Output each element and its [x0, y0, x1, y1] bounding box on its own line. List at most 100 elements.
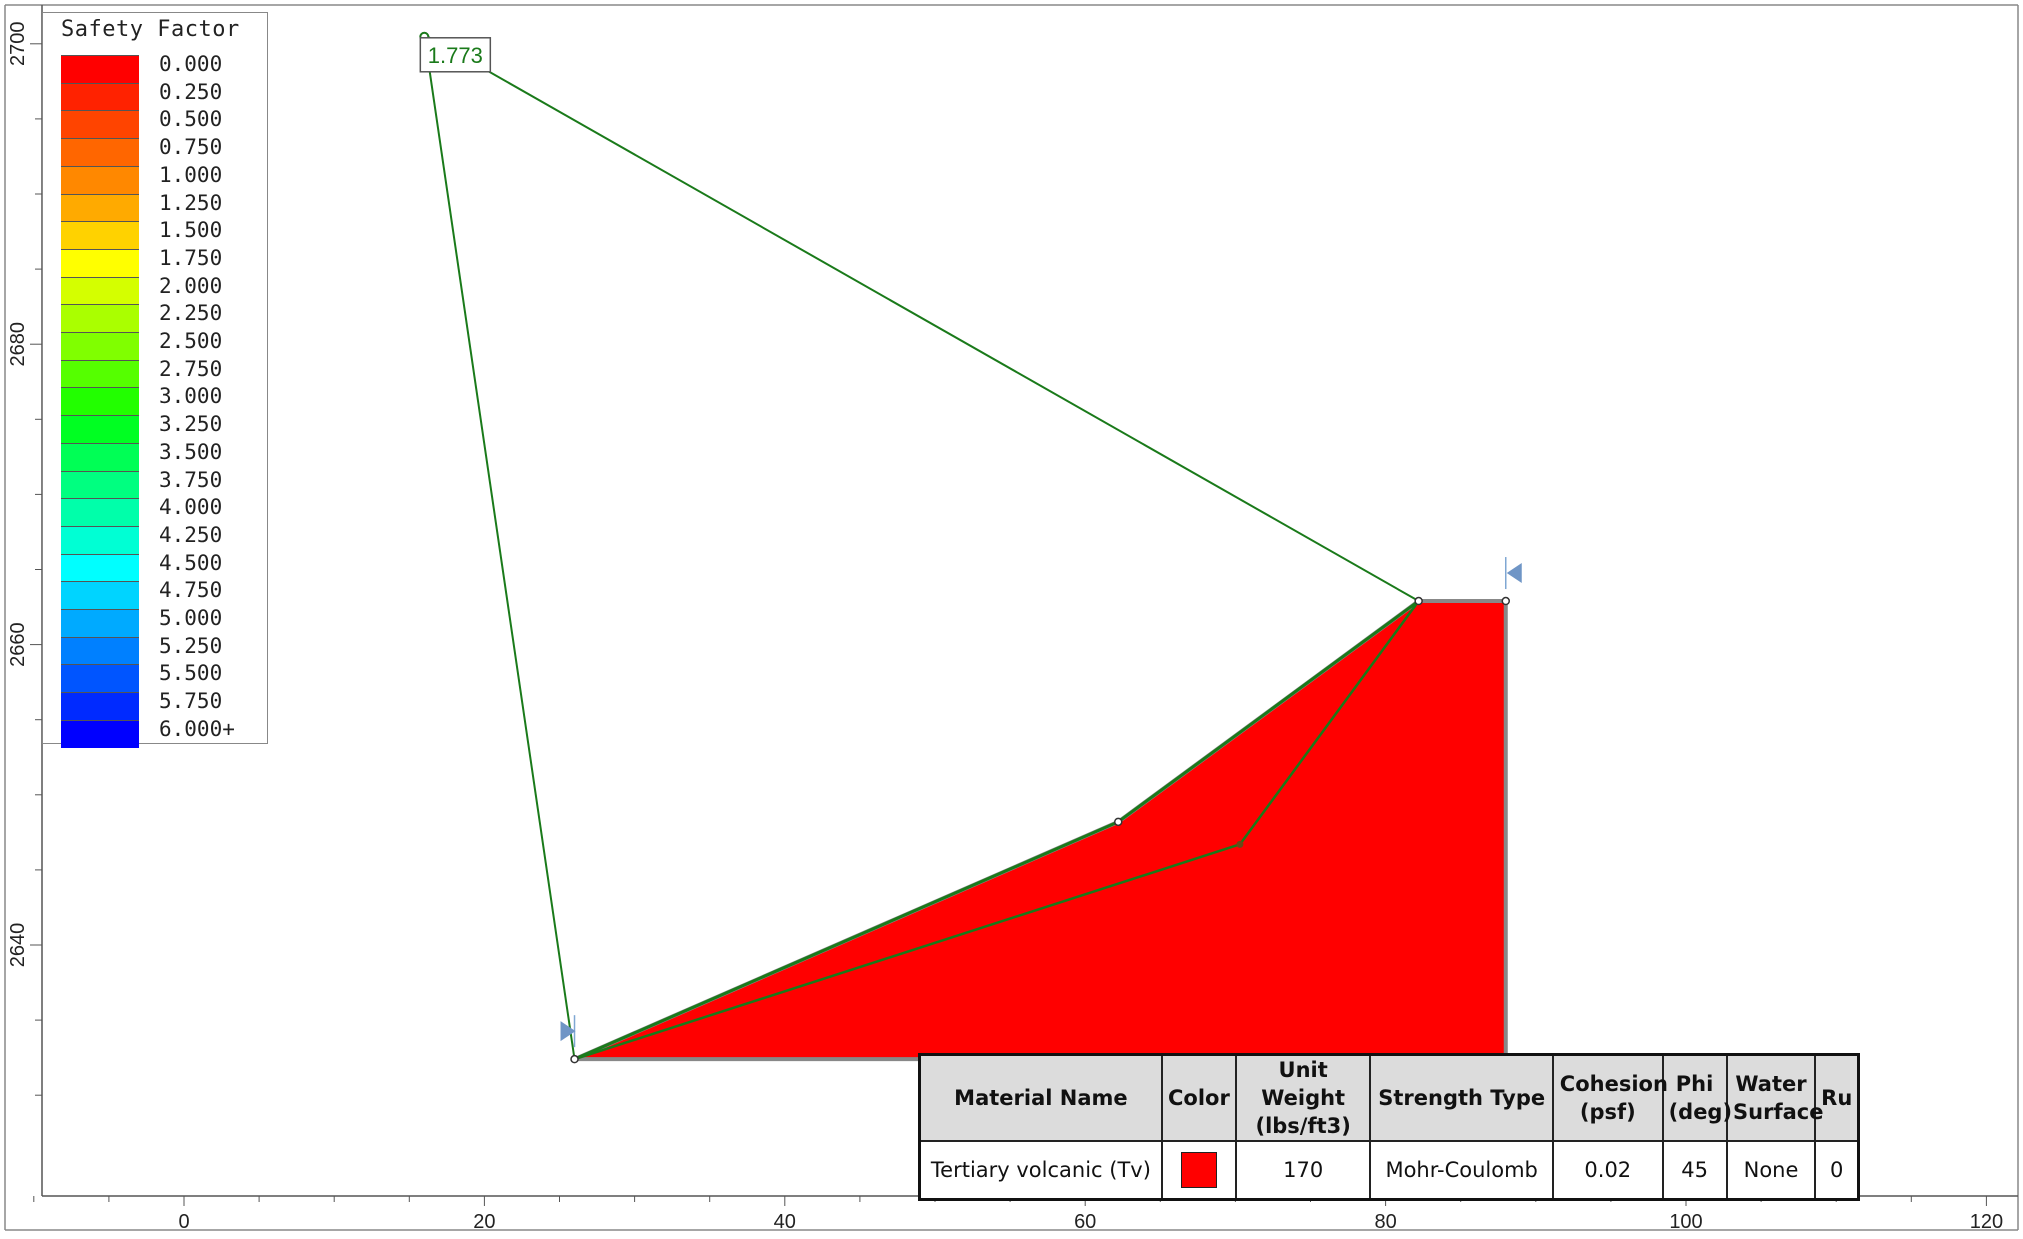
x-tick-label: 100: [1669, 1211, 1702, 1233]
legend-swatch: [61, 138, 139, 167]
legend-swatch: [61, 359, 139, 388]
legend-label: 3.250: [159, 412, 223, 437]
cell-strength-type: Mohr-Coulomb: [1369, 1140, 1555, 1201]
legend-swatch: [61, 609, 139, 637]
y-tick-label: 2680: [7, 322, 29, 367]
legend-swatch: [61, 525, 139, 554]
cell-ru: 0: [1814, 1140, 1860, 1201]
legend-label: 1.250: [159, 190, 223, 215]
cell-material-name: Tertiary volcanic (Tv): [918, 1140, 1163, 1201]
legend-swatch: [61, 442, 139, 471]
legend-swatch: [61, 692, 139, 721]
legend-label: 5.750: [159, 689, 223, 714]
header-cohesion-text: Cohesion (psf): [1559, 1072, 1668, 1124]
header-ru: Ru: [1814, 1053, 1860, 1142]
x-tick-label: 80: [1374, 1211, 1396, 1233]
legend-label: 0.000: [159, 52, 223, 76]
material-properties-table: Material Name Color Unit Weight (lbs/ft3…: [918, 1053, 1860, 1201]
legend-label: 1.500: [159, 218, 223, 243]
x-tick-label: 120: [1970, 1211, 2003, 1233]
legend-swatch: [61, 470, 139, 499]
boundary-vertex: [1414, 596, 1423, 606]
cell-cohesion: 0.02: [1552, 1140, 1664, 1201]
y-tick-label: 2700: [7, 22, 29, 67]
legend-swatch: [61, 664, 139, 693]
legend-label: 0.500: [159, 107, 223, 132]
legend-label: 3.500: [159, 439, 223, 464]
legend-swatch: [61, 581, 139, 610]
header-material-name: Material Name: [918, 1053, 1163, 1142]
legend-label: 5.000: [159, 606, 223, 630]
table-row: Tertiary volcanic (Tv) 170 Mohr-Coulomb …: [918, 1140, 1860, 1201]
legend-swatch: [61, 248, 139, 277]
legend-label: 5.250: [159, 633, 223, 658]
legend-label: 4.250: [159, 522, 223, 547]
cell-color: [1160, 1140, 1238, 1201]
legend-label: 4.750: [159, 578, 223, 603]
legend-label: 4.000: [159, 495, 223, 520]
legend-swatch: [61, 276, 139, 305]
legend-label: 0.250: [159, 79, 223, 104]
legend-swatch: [61, 193, 139, 222]
boundary-vertex: [1113, 817, 1123, 827]
header-unit-weight-text: Unit Weight (lbs/ft3): [1255, 1058, 1351, 1138]
legend-swatch: [61, 332, 139, 360]
legend-swatch: [61, 110, 139, 139]
cell-phi: 45: [1661, 1140, 1728, 1201]
legend-swatch: [61, 387, 139, 416]
legend-label: 3.000: [159, 384, 223, 409]
legend-label: 2.500: [159, 329, 223, 353]
legend-label: 1.750: [159, 245, 223, 270]
boundary-vertex: [570, 1054, 579, 1064]
slip-radius-right: [423, 33, 1420, 602]
safety-factor-legend: Safety Factor 0.000 0.250 0.500 0.750 1.000 1…: [42, 12, 268, 748]
legend-swatch: [61, 304, 139, 333]
legend-label: 1.000: [159, 162, 223, 187]
left-limit-arrow-icon: [560, 1021, 576, 1042]
legend-swatch: [61, 719, 139, 748]
header-phi: Phi (deg): [1661, 1053, 1733, 1142]
x-tick-label: 60: [1074, 1211, 1096, 1233]
legend-swatch: [61, 636, 139, 665]
header-water-surface-text: Water Surface: [1733, 1072, 1824, 1124]
legend-label: 6.000+: [159, 716, 235, 741]
legend-swatch: [61, 55, 139, 83]
table-header-row: Material Name Color Unit Weight (lbs/ft3…: [918, 1053, 1860, 1142]
header-strength-type: Strength Type: [1369, 1053, 1555, 1142]
header-color: Color: [1160, 1053, 1238, 1142]
header-unit-weight: Unit Weight (lbs/ft3): [1235, 1053, 1372, 1142]
legend-label: 2.250: [159, 301, 223, 326]
material-color-swatch: [1180, 1152, 1217, 1188]
header-cohesion: Cohesion (psf): [1552, 1053, 1668, 1142]
legend-label: 4.500: [159, 550, 223, 575]
legend-label: 5.500: [159, 661, 223, 686]
right-limit-arrow-icon: [1506, 563, 1522, 584]
header-water-surface: Water Surface: [1725, 1053, 1824, 1142]
legend-label: 2.750: [159, 356, 223, 381]
x-tick-label: 20: [473, 1211, 495, 1233]
header-phi-text: Phi (deg): [1668, 1072, 1733, 1124]
material-region: [573, 599, 1508, 1062]
legend-swatch: [61, 221, 139, 250]
legend-swatch: [61, 553, 139, 582]
legend-label: 3.750: [159, 467, 223, 492]
legend-label: 2.000: [159, 273, 223, 298]
slip-vertex: [1236, 840, 1244, 848]
legend-swatch: [61, 498, 139, 527]
y-tick-label: 2640: [7, 923, 29, 968]
slip-radius-left: [423, 34, 576, 1060]
x-tick-label: 0: [178, 1211, 189, 1233]
y-tick-label: 2660: [7, 622, 29, 667]
boundary-vertex: [1501, 596, 1511, 606]
legend-swatch: [61, 82, 139, 111]
legend-label: 0.750: [159, 135, 223, 160]
safety-factor-label-box: [419, 37, 492, 73]
legend-swatch: [61, 165, 139, 194]
legend-swatch: [61, 415, 139, 444]
x-tick-label: 40: [774, 1211, 796, 1233]
safety-factor-value: 1.773: [428, 43, 483, 68]
cell-unit-weight: 170: [1235, 1140, 1372, 1201]
cell-water-surface: None: [1725, 1140, 1817, 1201]
